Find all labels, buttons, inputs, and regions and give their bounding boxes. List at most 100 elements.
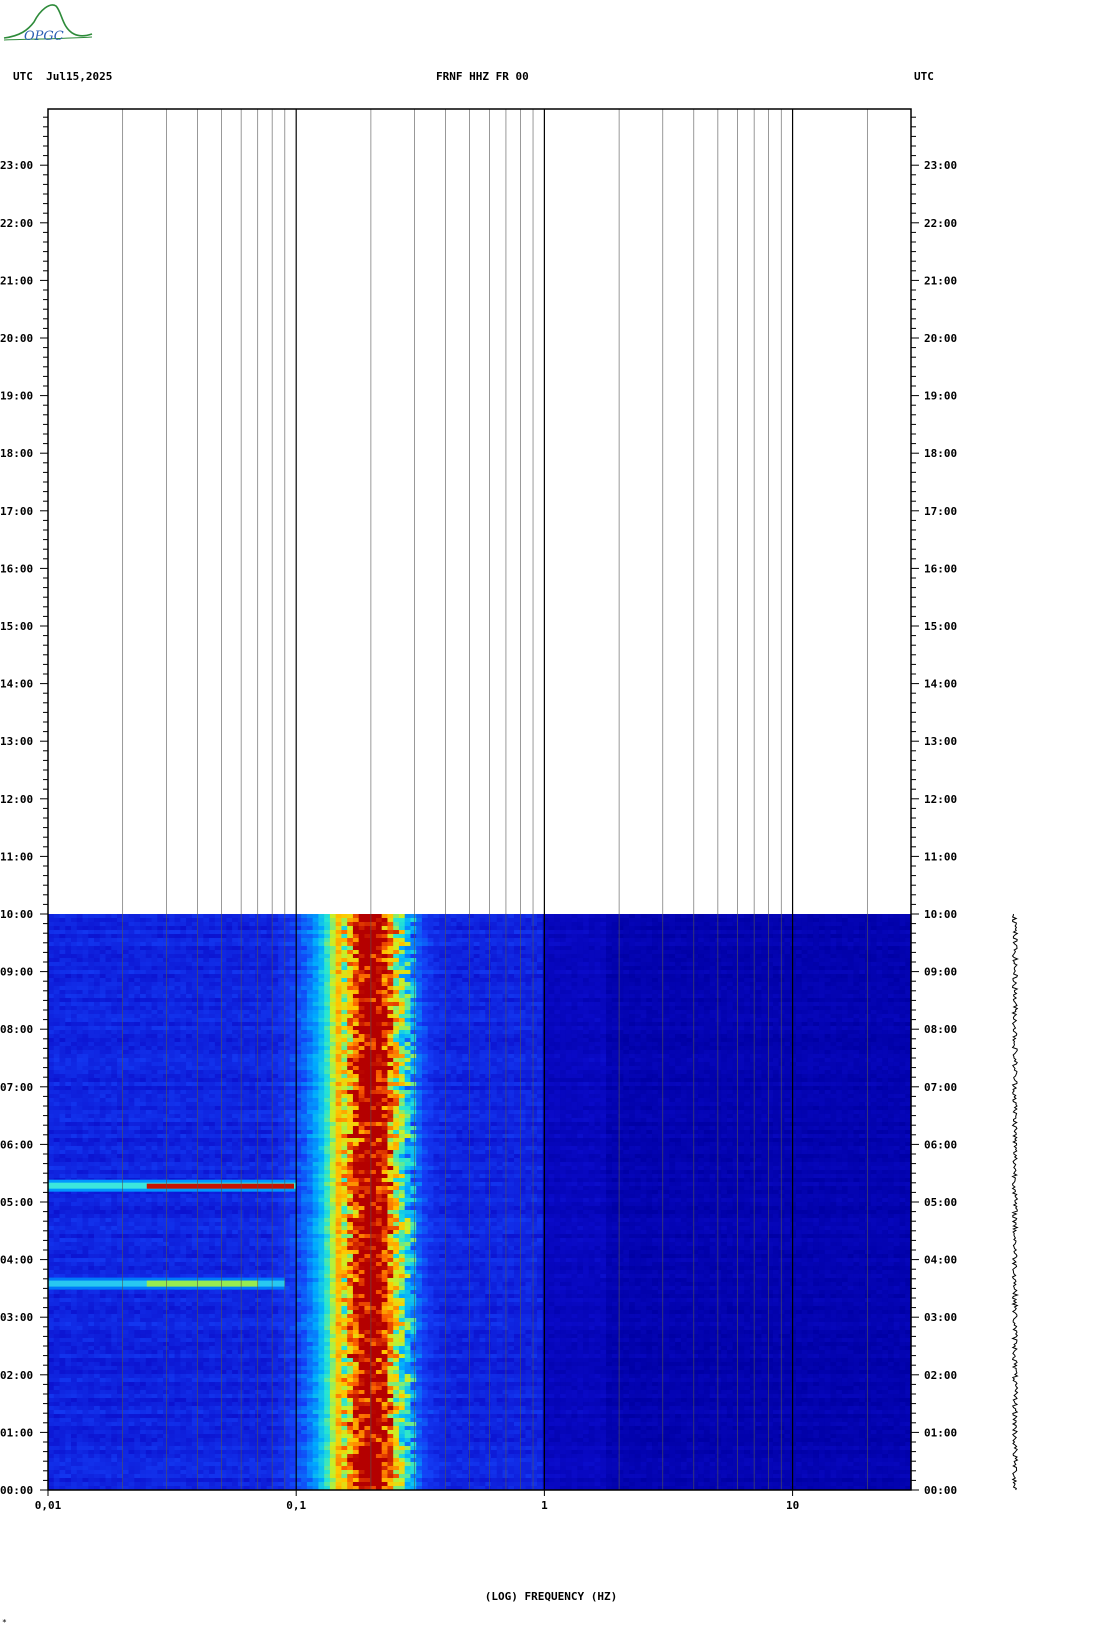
heat-cell xyxy=(825,918,831,922)
heat-cell xyxy=(301,974,307,978)
heat-cell xyxy=(899,1026,905,1030)
heat-cell xyxy=(324,978,330,982)
heat-cell xyxy=(290,930,296,934)
heat-cell xyxy=(761,942,767,946)
heat-cell xyxy=(514,1022,520,1026)
heat-cell xyxy=(606,966,612,970)
heat-cell xyxy=(600,918,606,922)
heat-cell xyxy=(767,946,773,950)
heat-cell xyxy=(842,982,848,986)
heat-cell xyxy=(100,1022,106,1026)
heat-cell xyxy=(324,958,330,962)
heat-cell xyxy=(393,998,399,1002)
heat-cell xyxy=(336,1002,342,1006)
heat-cell xyxy=(830,990,836,994)
heat-cell xyxy=(307,978,313,982)
heat-cell xyxy=(698,1010,704,1014)
heat-cell xyxy=(278,974,284,978)
heat-cell xyxy=(549,1018,555,1022)
heat-cell xyxy=(853,938,859,942)
heat-cell xyxy=(796,938,802,942)
heat-cell xyxy=(261,962,267,966)
heat-cell xyxy=(819,970,825,974)
heat-cell xyxy=(272,966,278,970)
heat-cell xyxy=(784,1022,790,1026)
heat-cell xyxy=(215,986,221,990)
heat-cell xyxy=(347,998,353,1002)
heat-cell xyxy=(767,990,773,994)
heat-cell xyxy=(807,918,813,922)
heat-cell xyxy=(123,946,129,950)
heat-cell xyxy=(859,1030,865,1034)
heat-cell xyxy=(88,946,94,950)
heat-cell xyxy=(54,978,60,982)
heat-cell xyxy=(307,954,313,958)
heat-cell xyxy=(134,994,140,998)
heat-cell xyxy=(180,954,186,958)
heat-cell xyxy=(773,954,779,958)
heat-cell xyxy=(439,982,445,986)
heat-cell xyxy=(226,1014,232,1018)
heat-cell xyxy=(428,1022,434,1026)
heat-cell xyxy=(261,1026,267,1030)
heat-cell xyxy=(157,946,163,950)
heat-cell xyxy=(577,978,583,982)
heat-cell xyxy=(859,1018,865,1022)
heat-cell xyxy=(577,1018,583,1022)
heat-cell xyxy=(813,918,819,922)
heat-cell xyxy=(687,986,693,990)
heat-cell xyxy=(842,1018,848,1022)
heat-cell xyxy=(491,930,497,934)
heat-cell xyxy=(692,1042,698,1046)
heat-cell xyxy=(888,922,894,926)
heat-cell xyxy=(428,1014,434,1018)
heat-cell xyxy=(94,970,100,974)
heat-cell xyxy=(422,918,428,922)
heat-cell xyxy=(526,954,532,958)
heat-cell xyxy=(560,934,566,938)
heat-cell xyxy=(646,998,652,1002)
heat-cell xyxy=(796,1042,802,1046)
heat-cell xyxy=(307,1038,313,1042)
heat-cell xyxy=(428,1018,434,1022)
heat-cell xyxy=(888,1010,894,1014)
heat-cell xyxy=(784,942,790,946)
heat-cell xyxy=(261,934,267,938)
heat-cell xyxy=(399,974,405,978)
heat-cell xyxy=(572,966,578,970)
heat-cell xyxy=(629,926,635,930)
heat-cell xyxy=(48,970,54,974)
heat-cell xyxy=(888,1034,894,1038)
heat-cell xyxy=(721,926,727,930)
heat-cell xyxy=(428,918,434,922)
heat-cell xyxy=(445,970,451,974)
heat-cell xyxy=(54,1014,60,1018)
heat-cell xyxy=(704,962,710,966)
heat-cell xyxy=(606,982,612,986)
heat-cell xyxy=(767,938,773,942)
heat-cell xyxy=(359,926,365,930)
heat-cell xyxy=(307,1006,313,1010)
heat-cell xyxy=(543,1034,549,1038)
heat-cell xyxy=(698,986,704,990)
heat-cell xyxy=(761,954,767,958)
heat-cell xyxy=(819,1038,825,1042)
heat-cell xyxy=(111,1002,117,1006)
heat-cell xyxy=(140,958,146,962)
heat-cell xyxy=(825,950,831,954)
heat-cell xyxy=(761,1038,767,1042)
heat-cell xyxy=(439,986,445,990)
heat-cell xyxy=(100,922,106,926)
heat-cell xyxy=(485,1042,491,1046)
heat-cell xyxy=(468,1006,474,1010)
heat-cell xyxy=(807,938,813,942)
heat-cell xyxy=(514,1034,520,1038)
heat-cell xyxy=(445,1002,451,1006)
heat-cell xyxy=(790,926,796,930)
heat-cell xyxy=(65,974,71,978)
heat-cell xyxy=(307,1042,313,1046)
heat-cell xyxy=(186,1010,192,1014)
heat-cell xyxy=(606,1014,612,1018)
heat-cell xyxy=(382,1014,388,1018)
heat-cell xyxy=(157,1026,163,1030)
